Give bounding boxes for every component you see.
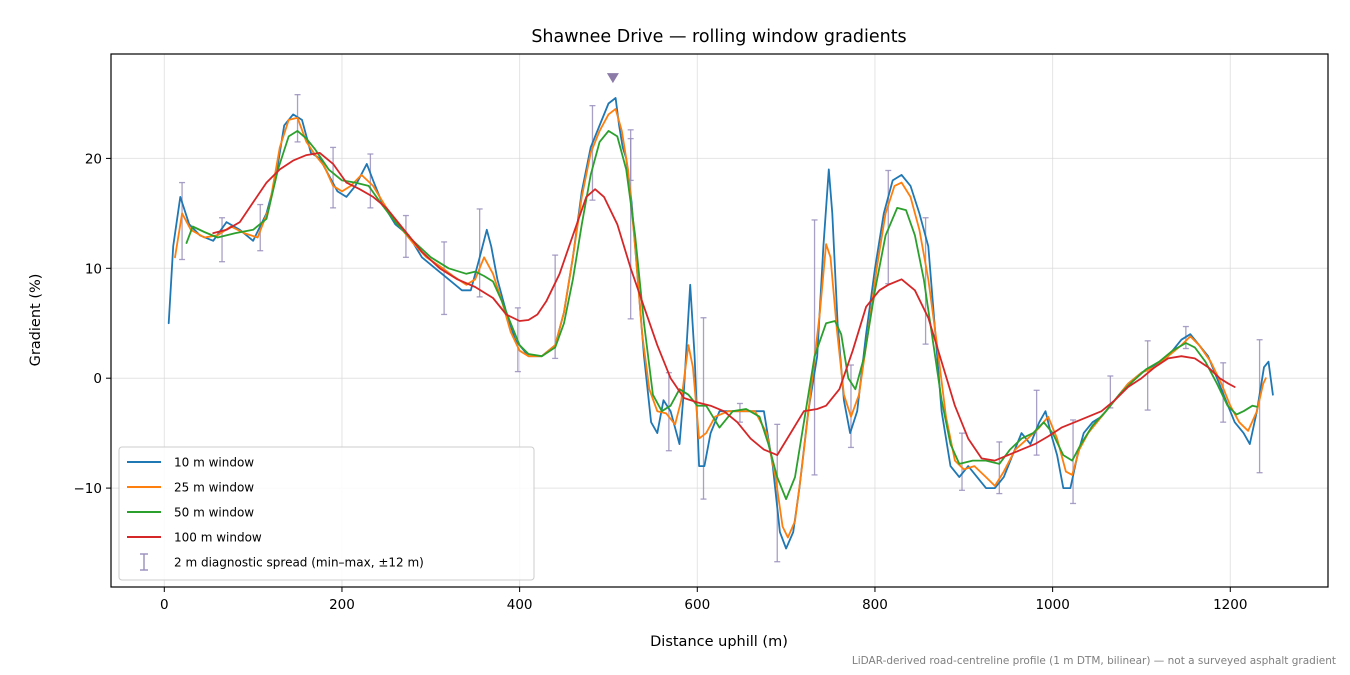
error-bar bbox=[811, 219, 818, 476]
legend-label-3: 50 m window bbox=[174, 506, 254, 520]
legend-label-4: 100 m window bbox=[174, 531, 262, 545]
x-tick-label: 800 bbox=[862, 597, 888, 613]
peak-marker-layer bbox=[606, 73, 619, 84]
error-bar bbox=[179, 181, 186, 261]
legend: 10 m window 25 m window 50 m window 100 m w… bbox=[118, 446, 535, 581]
chart-title: Shawnee Drive — rolling window gradients bbox=[531, 27, 906, 47]
error-bar bbox=[476, 208, 483, 298]
legend-label-1: 10 m window bbox=[174, 456, 254, 470]
error-bar bbox=[1256, 339, 1263, 474]
legend-items: 10 m window 25 m window 50 m window 100 m w… bbox=[127, 456, 424, 571]
error-bar bbox=[1144, 340, 1151, 411]
error-bar bbox=[367, 153, 374, 209]
plot-frame bbox=[110, 53, 1329, 588]
x-tick-label: 1200 bbox=[1213, 597, 1247, 613]
error-bar bbox=[700, 317, 707, 500]
error-bar bbox=[219, 217, 226, 263]
y-tick-label: 10 bbox=[85, 261, 102, 277]
x-axis-label: Distance uphill (m) bbox=[650, 634, 788, 650]
y-tick-label: 0 bbox=[93, 371, 102, 387]
error-bar bbox=[959, 432, 966, 491]
series-line-4 bbox=[212, 151, 1236, 462]
x-tick-label: 200 bbox=[329, 597, 355, 613]
error-bar bbox=[330, 146, 337, 209]
legend-label-error-bars: 2 m diagnostic spread (min–max, ±12 m) bbox=[174, 556, 424, 570]
x-tick-label: 600 bbox=[684, 597, 710, 613]
legend-label-2: 25 m window bbox=[174, 481, 254, 495]
error-bar bbox=[996, 441, 1003, 495]
footnote: LiDAR-derived road-centreline profile (1… bbox=[852, 655, 1336, 667]
x-tick-label: 1000 bbox=[1035, 597, 1069, 613]
error-bar bbox=[589, 105, 596, 201]
error-bar bbox=[441, 241, 448, 316]
y-tick-label: −10 bbox=[74, 481, 103, 497]
x-tick-label: 0 bbox=[160, 597, 169, 613]
y-axis-ticks: −10 0 10 20 bbox=[74, 151, 111, 497]
error-bar bbox=[402, 214, 409, 258]
y-axis-label: Gradient (%) bbox=[28, 274, 44, 367]
x-axis-ticks: 0 200 400 600 800 1000 1200 bbox=[160, 587, 1247, 613]
series-line-3 bbox=[185, 129, 1258, 501]
error-bar bbox=[627, 137, 634, 320]
peak-marker bbox=[606, 73, 619, 84]
y-tick-label: 20 bbox=[85, 151, 102, 167]
series-lines bbox=[167, 97, 1274, 550]
legend-box bbox=[118, 446, 535, 581]
error-bar bbox=[1070, 419, 1077, 505]
error-bar bbox=[847, 364, 854, 449]
error-bar bbox=[1033, 389, 1040, 456]
x-tick-label: 400 bbox=[507, 597, 533, 613]
error-bar bbox=[552, 254, 559, 360]
